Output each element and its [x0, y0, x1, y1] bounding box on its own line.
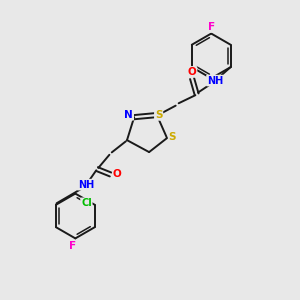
- Text: O: O: [113, 169, 122, 179]
- Text: Cl: Cl: [81, 198, 92, 208]
- Text: F: F: [208, 22, 215, 32]
- Text: S: S: [169, 132, 176, 142]
- Text: O: O: [188, 67, 197, 77]
- Text: S: S: [155, 110, 162, 120]
- Text: NH: NH: [207, 76, 223, 85]
- Text: NH: NH: [78, 180, 94, 190]
- Text: F: F: [69, 241, 76, 251]
- Text: N: N: [124, 110, 133, 120]
